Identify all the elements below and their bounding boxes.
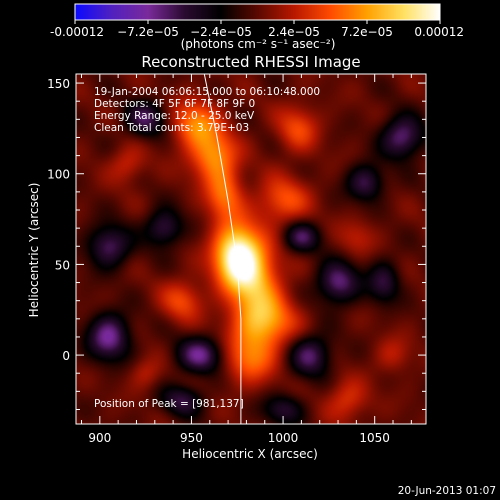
colorbar-tick-label: -0.00012 [50,25,104,39]
y-tick-label: 100 [47,168,70,182]
y-axis-ticks: 0 50 100 150 [47,77,426,410]
colorbar: -0.00012 −7.2e−05 −2.4e−05 2.4e−05 7.2e−05 0.… [50,3,464,51]
y-tick-label: 50 [55,258,70,272]
plot-area [76,74,426,424]
annotation-clean-counts: Clean Total counts: 3.79E+03 [94,122,249,134]
colorbar-tick-label: −2.4e−05 [190,25,252,39]
solar-limb-line [203,74,242,424]
x-axis-ticks: 900 950 1000 1050 [80,74,412,445]
annotation-detectors: Detectors: 4F 5F 6F 7F 8F 9F 0 [94,98,255,110]
annotation-block: 19-Jan-2004 06:06:15.000 to 06:10:48.000… [94,86,320,134]
y-tick-label: 0 [62,349,70,363]
colorbar-tick-label: 2.4e−05 [268,25,320,39]
x-tick-label: 1000 [268,431,299,445]
colorbar-units-label: (photons cm⁻² s⁻¹ asec⁻²) [181,37,336,51]
colorbar-gradient [74,3,441,21]
y-tick-label: 150 [47,77,70,91]
annotation-energy-range: Energy Range: 12.0 - 25.0 keV [94,110,255,122]
x-axis-label: Heliocentric X (arcsec) [182,447,318,461]
chart-title: Reconstructed RHESSI Image [141,53,360,71]
colorbar-ticks: -0.00012 −7.2e−05 −2.4e−05 2.4e−05 7.2e−05 0.… [50,20,464,39]
colorbar-tick-label: 0.00012 [414,25,464,39]
x-tick-label: 950 [180,431,203,445]
x-tick-label: 900 [88,431,111,445]
colorbar-tick-label: −7.2e−05 [117,25,179,39]
x-tick-label: 1050 [359,431,390,445]
colorbar-tick-label: 7.2e−05 [341,25,393,39]
generation-timestamp: 20-Jun-2013 01:07 [398,485,496,497]
heatmap-image [76,74,426,424]
plot-frame [75,73,427,425]
annotation-time-range: 19-Jan-2004 06:06:15.000 to 06:10:48.000 [94,86,320,98]
peak-position-label: Position of Peak = [981,137] [94,398,244,410]
y-axis-label: Heliocentric Y (arcsec) [27,183,41,318]
